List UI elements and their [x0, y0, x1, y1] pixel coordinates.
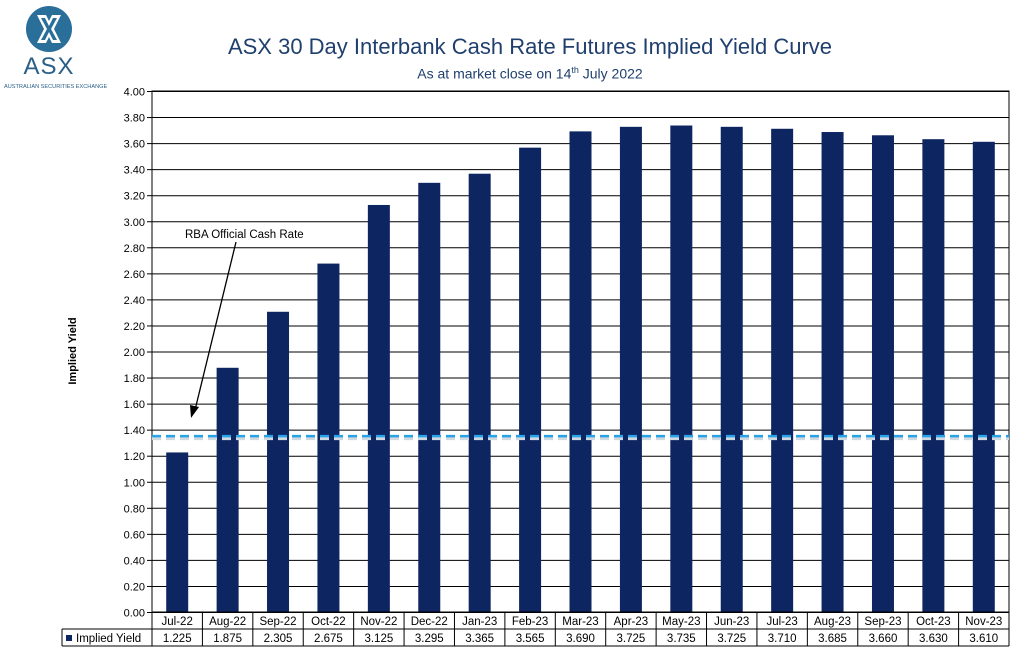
bar-feb-23	[519, 147, 542, 612]
x-category-label: Mar-23	[562, 616, 598, 628]
x-category-label: Jan-23	[462, 616, 497, 628]
bar-jul-22	[166, 452, 189, 612]
x-category-label: Feb-23	[512, 616, 548, 628]
bar-aug-23	[821, 132, 844, 612]
subtitle-prefix: As at market close on 14	[417, 65, 572, 82]
data-value-label: 3.710	[768, 633, 797, 645]
chart-subtitle: As at market close on 14th July 2022	[150, 65, 910, 82]
x-category-label: May-23	[662, 616, 700, 628]
legend-swatch-icon	[66, 635, 72, 641]
y-tick-label: 4.00	[124, 87, 145, 99]
y-tick-label: 0.00	[124, 608, 145, 620]
data-value-label: 3.690	[566, 633, 595, 645]
chart-title: ASX 30 Day Interbank Cash Rate Futures I…	[227, 34, 833, 59]
data-value-label: 3.660	[869, 633, 898, 645]
x-category-label: Apr-23	[614, 616, 649, 628]
y-tick-label: 1.00	[124, 477, 145, 489]
bar-apr-23	[619, 126, 642, 612]
y-tick-label: 2.60	[124, 269, 145, 281]
bar-may-23	[670, 125, 693, 613]
data-value-label: 1.225	[163, 633, 192, 645]
y-tick-label: 2.00	[124, 347, 145, 359]
subtitle-sup: th	[571, 65, 579, 75]
y-tick-label: 1.60	[124, 399, 145, 411]
y-tick-label: 3.40	[124, 165, 145, 177]
legend-series-name: Implied Yield	[76, 633, 141, 645]
annotation-arrow-line	[194, 241, 237, 411]
data-value-label: 2.675	[314, 633, 343, 645]
x-category-label: Dec-22	[411, 616, 448, 628]
annotation-arrowhead-icon	[190, 405, 199, 418]
data-value-label: 3.735	[667, 633, 696, 645]
data-value-label: 3.725	[717, 633, 746, 645]
bar-aug-22	[216, 367, 239, 612]
y-tick-label: 3.60	[124, 139, 145, 151]
x-category-label: Aug-23	[814, 616, 851, 628]
y-tick-label: 1.20	[124, 451, 145, 463]
data-value-label: 1.875	[213, 633, 242, 645]
asx-logo-text: ASX	[23, 53, 75, 80]
y-tick-label: 0.20	[124, 581, 145, 593]
x-category-label: Oct-22	[311, 616, 346, 628]
x-category-label: Nov-22	[360, 616, 397, 628]
x-category-label: Aug-22	[209, 616, 246, 628]
y-tick-label: 1.80	[124, 373, 145, 385]
data-value-label: 3.610	[969, 633, 998, 645]
x-category-label: Jul-23	[766, 616, 797, 628]
bar-jun-23	[720, 126, 743, 612]
y-tick-label: 3.20	[124, 191, 145, 203]
x-category-label: Oct-23	[916, 616, 951, 628]
x-category-label: Jun-23	[714, 616, 749, 628]
asx-logo-mark-icon	[26, 6, 72, 52]
x-category-label: Nov-23	[965, 616, 1002, 628]
bar-oct-23	[922, 139, 945, 612]
x-category-label: Jul-22	[162, 616, 193, 628]
data-value-label: 3.125	[364, 633, 393, 645]
asx-logo-subtext: AUSTRALIAN SECURITIES EXCHANGE	[4, 84, 108, 90]
y-tick-label: 0.80	[124, 503, 145, 515]
bar-sep-22	[267, 311, 290, 612]
data-value-label: 3.630	[919, 633, 948, 645]
data-value-label: 3.295	[415, 633, 444, 645]
y-tick-label: 2.80	[124, 243, 145, 255]
bar-dec-22	[418, 182, 441, 613]
bar-jul-23	[771, 128, 794, 612]
data-value-label: 3.725	[617, 633, 646, 645]
bar-sep-23	[871, 135, 894, 612]
data-value-label: 2.305	[264, 633, 293, 645]
data-value-label: 3.365	[465, 633, 494, 645]
bar-mar-23	[569, 131, 592, 612]
y-tick-label: 3.00	[124, 217, 145, 229]
y-tick-label: 3.80	[124, 113, 145, 125]
y-tick-label: 1.40	[124, 425, 145, 437]
bar-nov-22	[367, 204, 390, 612]
annotation-text: RBA Official Cash Rate	[185, 229, 304, 241]
asx-logo: ASX AUSTRALIAN SECURITIES EXCHANGE	[4, 6, 107, 94]
x-category-label: Sep-22	[259, 616, 296, 628]
subtitle-suffix: July 2022	[578, 65, 643, 82]
x-category-label: Sep-23	[864, 616, 901, 628]
y-tick-label: 2.20	[124, 321, 145, 333]
y-tick-label: 2.40	[124, 295, 145, 307]
bar-nov-23	[972, 141, 995, 613]
bar-jan-23	[468, 173, 491, 613]
data-value-label: 3.565	[516, 633, 545, 645]
data-value-label: 3.685	[818, 633, 847, 645]
y-tick-label: 0.60	[124, 529, 145, 541]
y-tick-label: 0.40	[124, 555, 145, 567]
